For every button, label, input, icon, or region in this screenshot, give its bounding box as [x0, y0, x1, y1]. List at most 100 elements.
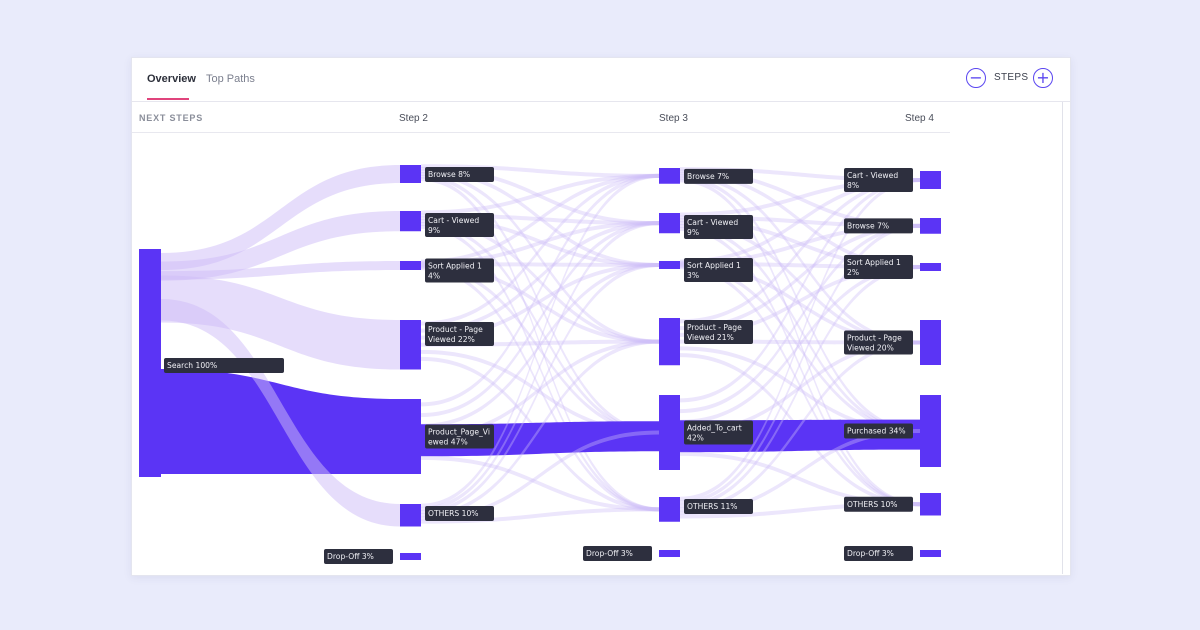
sankey-node-step3-others[interactable]: [659, 497, 680, 522]
flow-step2-2-to-3[interactable]: [421, 263, 659, 344]
flow-step3-3-to-4[interactable]: [680, 346, 920, 433]
flow-step2-0-to-3[interactable]: [421, 172, 659, 344]
label-text: 9%: [428, 226, 440, 235]
sankey-node-step4-browse[interactable]: [920, 218, 941, 234]
sankey-node-step4-drop-off[interactable]: [920, 550, 941, 557]
flow-step2-4-to-5[interactable]: [421, 455, 659, 512]
flow-step2-4-to-0[interactable]: [421, 173, 659, 407]
flow-step3-4-to-1[interactable]: [680, 223, 920, 414]
flow-step3-3-to-2[interactable]: [680, 265, 920, 337]
flow-step2-2-to-5[interactable]: [421, 266, 659, 512]
flow-step2-5-to-3[interactable]: [421, 339, 659, 518]
sankey-node-step3-cart-viewed[interactable]: [659, 213, 680, 234]
flow-step2-0-to-4[interactable]: [421, 174, 659, 435]
label-background: [844, 546, 913, 561]
flow-step3-3-to-0[interactable]: [680, 178, 920, 324]
flow-step2-0-to-5[interactable]: [421, 177, 659, 512]
flow-step1-to-browse[interactable]: [161, 165, 400, 271]
label-text: Viewed 22%: [428, 335, 475, 344]
flow-step2-1-to-4[interactable]: [421, 222, 659, 435]
sankey-node-step2-sort-applied-1[interactable]: [400, 261, 421, 270]
flow-step2-3-to-2[interactable]: [421, 263, 659, 340]
flow-step1-to-cart-viewed[interactable]: [161, 211, 400, 281]
funnel-card: Overview Top Paths − STEPS + NEXT STEPS …: [131, 57, 1071, 576]
flow-step3-2-to-3[interactable]: [680, 263, 920, 345]
flow-step3-4-to-5[interactable]: [680, 451, 920, 507]
flow-step2-4-to-2[interactable]: [421, 263, 659, 428]
flow-step2-1-to-5[interactable]: [421, 224, 659, 512]
flow-step2-3-to-1[interactable]: [421, 221, 659, 333]
flow-step3-2-to-0[interactable]: [680, 178, 920, 264]
sankey-node-step2-product-page-viewed[interactable]: [400, 399, 421, 474]
node-label-step3-browse: Browse 7%: [684, 168, 753, 184]
flow-step2-1-to-3[interactable]: [421, 219, 659, 344]
flow-step1-to-sort-applied-1[interactable]: [161, 261, 400, 280]
flow-step3-2-to-5[interactable]: [680, 265, 920, 507]
flow-step2-4-to-3[interactable]: [421, 339, 659, 439]
flow-step2-2-to-4[interactable]: [421, 264, 659, 435]
flow-step3-2-to-1[interactable]: [680, 223, 920, 265]
tab-bar: Overview Top Paths − STEPS +: [132, 58, 1070, 102]
flow-step3-5-to-4[interactable]: [680, 429, 920, 515]
flow-step3-5-to-0[interactable]: [680, 178, 920, 501]
node-layer: [139, 165, 941, 560]
sankey-node-step3-browse[interactable]: [659, 168, 680, 184]
flow-step3-1-to-4[interactable]: [680, 224, 920, 433]
flow-step2-1-to-0[interactable]: [421, 173, 659, 215]
flow-step3-0-to-4[interactable]: [680, 176, 920, 433]
flow-step2-0-to-2[interactable]: [421, 169, 659, 267]
flow-step3-0-to-3[interactable]: [680, 173, 920, 345]
sankey-node-step2-browse[interactable]: [400, 165, 421, 183]
flow-step3-1-to-0[interactable]: [680, 178, 920, 217]
flow-step2-3-to-0[interactable]: [421, 173, 659, 326]
flow-step3-1-to-5[interactable]: [680, 226, 920, 507]
flow-step3-5-to-3[interactable]: [680, 340, 920, 512]
flow-step3-5-to-1[interactable]: [680, 223, 920, 505]
flow-step3-0-to-1[interactable]: [680, 169, 920, 228]
flow-step2-4-to-1[interactable]: [421, 221, 659, 418]
flow-step2-0-to-1[interactable]: [421, 166, 659, 226]
sankey-node-step2-cart-viewed[interactable]: [400, 211, 421, 232]
flow-step3-5-to-2[interactable]: [680, 265, 920, 508]
flow-step3-1-to-3[interactable]: [680, 221, 920, 345]
sankey-node-step2-product-page-viewed[interactable]: [400, 320, 421, 370]
sankey-node-step3-product-page-viewed[interactable]: [659, 318, 680, 366]
sankey-node-step3-drop-off[interactable]: [659, 550, 680, 557]
sankey-node-step2-drop-off[interactable]: [400, 553, 421, 560]
sankey-node-step3-sort-applied-1[interactable]: [659, 261, 680, 269]
flow-step3-2-to-4[interactable]: [680, 264, 920, 433]
sankey-node-step1-search[interactable]: [139, 249, 161, 477]
flow-step3-4-to-0[interactable]: [680, 178, 920, 403]
flow-step1-to-others[interactable]: [161, 298, 400, 527]
plus-circle-icon[interactable]: +: [1033, 68, 1053, 88]
flow-step3-0-to-2[interactable]: [680, 171, 920, 269]
flow-step2-3-to-4[interactable]: [421, 349, 659, 435]
flow-step2-5-to-2[interactable]: [421, 263, 659, 515]
flow-step2-5-to-4[interactable]: [421, 430, 659, 521]
sankey-node-step4-cart-viewed[interactable]: [920, 171, 941, 189]
sankey-node-step4-product-page-viewed[interactable]: [920, 320, 941, 365]
flow-step2-5-to-1[interactable]: [421, 221, 659, 511]
sankey-node-step4-others[interactable]: [920, 493, 941, 516]
vertical-scrollbar[interactable]: [1062, 102, 1063, 574]
node-label-step4-others: OTHERS 10%: [844, 496, 913, 512]
flow-step2-2-to-1[interactable]: [421, 221, 659, 265]
node-label-step4-sort-applied-1: Sort Applied 12%: [844, 255, 913, 279]
tab-top-paths[interactable]: Top Paths: [206, 73, 255, 85]
flow-step2-5-to-0[interactable]: [421, 173, 659, 508]
minus-circle-icon[interactable]: −: [966, 68, 986, 88]
flow-step3-1-to-2[interactable]: [680, 218, 920, 269]
flow-step2-1-to-2[interactable]: [421, 216, 659, 267]
flow-step3-3-to-1[interactable]: [680, 223, 920, 331]
sankey-node-step4-purchased[interactable]: [920, 395, 941, 467]
label-text: Cart - Viewed: [687, 218, 738, 227]
tab-overview[interactable]: Overview: [147, 73, 196, 85]
sankey-node-step2-others[interactable]: [400, 504, 421, 527]
flow-step3-0-to-5[interactable]: [680, 178, 920, 507]
flow-step1-to-product-page-viewed[interactable]: [161, 275, 400, 370]
flow-step3-4-to-3[interactable]: [680, 340, 920, 435]
flow-step3-4-to-2[interactable]: [680, 265, 920, 424]
flow-step2-2-to-0[interactable]: [421, 173, 659, 264]
sankey-node-step4-sort-applied-1[interactable]: [920, 263, 941, 271]
sankey-node-step3-added-to-cart[interactable]: [659, 395, 680, 470]
